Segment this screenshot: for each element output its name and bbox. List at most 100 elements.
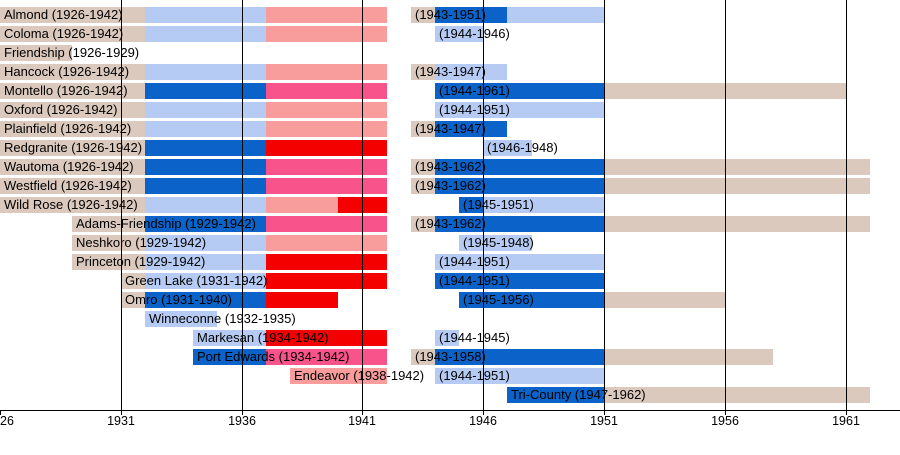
axis-tick-label: 1956 [711,414,739,428]
gridline-1956 [725,0,726,415]
bar-segment-powderblue [145,197,266,213]
axis-tick [121,410,122,415]
bar-segment-tan [411,159,435,175]
bar-segment-tan [0,178,145,194]
bar-label: Winneconne (1932-1935) [149,311,296,326]
bar-segment-red [266,330,387,346]
axis-tick-label: 1961 [832,414,860,428]
bar-segment-powderblue [193,330,266,346]
bar-segment-powderblue [435,26,483,42]
gridline-1951 [604,0,605,415]
axis-tick [242,410,243,415]
bar-segment-pink [266,159,387,175]
bar-segment-powderblue [145,7,266,23]
x-axis-line [0,410,900,411]
axis-tick-label: 1951 [590,414,618,428]
gridline-1961 [846,0,847,415]
bar-segment-powderblue [435,330,459,346]
bar-segment-tan [121,273,145,289]
bar-label: (1944-1945) [439,330,510,345]
axis-tick [725,410,726,415]
bar-segment-oceanblue [145,216,266,232]
bar-label: (1943-1951) [415,7,486,22]
bar-label: (1944-1961) [439,83,510,98]
bar-label: Tri-County (1947-1962) [511,387,646,402]
bar-segment-powderblue [435,102,604,118]
bar-segment-tan [604,159,870,175]
bar-segment-powderblue [459,235,532,251]
bar-label: (1944-1951) [439,273,510,288]
axis-tick-label: 1946 [469,414,497,428]
bar-label: (1945-1956) [463,292,534,307]
bar-segment-pink [266,216,387,232]
bar-segment-pink [266,178,387,194]
bar-segment-tan [0,26,145,42]
bar-segment-oceanblue [435,349,604,365]
bar-segment-tan [0,140,145,156]
bar-segment-oceanblue [435,273,604,289]
bar-segment-tan [0,197,145,213]
bar-segment-powderblue [145,26,266,42]
bar-segment-tan [411,121,435,137]
bar-segment-powderblue [435,64,507,80]
bar-segment-oceanblue [145,83,266,99]
bar-label: (1944-1951) [439,102,510,117]
bar-segment-powderblue [145,121,266,137]
bar-segment-tan [121,292,145,308]
bar-segment-oceanblue [145,159,266,175]
bar-segment-salmon [266,102,387,118]
bar-label: Green Lake (1931-1942) [125,273,268,288]
bar-segment-oceanblue [507,387,604,403]
bar-label: Friendship (1926-1929) [4,45,140,60]
bar-segment-powderblue [145,235,266,251]
bar-segment-tan [72,254,145,270]
gridline-1931 [121,0,122,415]
bar-label: Neshkoro (1929-1942) [76,235,207,250]
bar-segment-red [266,292,338,308]
bar-label: Wild Rose (1926-1942) [4,197,138,212]
bar-segment-tan [604,387,870,403]
bar-segment-red [266,140,387,156]
bar-segment-oceanblue [459,292,604,308]
bar-segment-tan [0,7,145,23]
bar-segment-powderblue [145,64,266,80]
gridline-1941 [362,0,363,415]
bar-segment-tan [411,7,435,23]
bar-label: (1944-1951) [439,368,510,383]
bar-segment-oceanblue [435,121,507,137]
bar-segment-pink [266,83,387,99]
bar-segment-tan [411,64,435,80]
bar-segment-red [266,254,387,270]
bar-segment-salmon [266,235,387,251]
bar-segment-powderblue [145,254,266,270]
bar-segment-tan [0,159,145,175]
bar-segment-salmon [266,26,387,42]
bar-label: Plainfield (1926-1942) [4,121,132,136]
bar-segment-pink [266,349,387,365]
bar-segment-salmon [266,7,387,23]
bar-segment-tan [0,121,145,137]
bar-label: (1945-1948) [463,235,534,250]
bar-segment-powderblue [483,140,532,156]
bar-segment-tan [72,216,145,232]
bar-segment-powderblue [507,7,604,23]
bar-segment-powderblue [145,311,217,327]
bar-label: Hancock (1926-1942) [4,64,130,79]
bar-label: Redgranite (1926-1942) [4,140,143,155]
bar-label: Markesan (1934-1942) [197,330,329,345]
bar-label: (1944-1946) [439,26,510,41]
bar-label: Almond (1926-1942) [4,7,123,22]
bar-segment-tan [411,349,435,365]
bar-segment-oceanblue [145,178,266,194]
bar-segment-oceanblue [435,216,604,232]
bar-label: Omro (1931-1940) [125,292,232,307]
bar-segment-tan [604,292,725,308]
bar-label: (1943-1962) [415,159,486,174]
bar-label: (1944-1951) [439,254,510,269]
bar-segment-salmon [266,64,387,80]
bar-segment-powderblue [145,273,266,289]
bar-label: Wautoma (1926-1942) [4,159,134,174]
bar-label: Oxford (1926-1942) [4,102,118,117]
bar-label: (1943-1958) [415,349,486,364]
